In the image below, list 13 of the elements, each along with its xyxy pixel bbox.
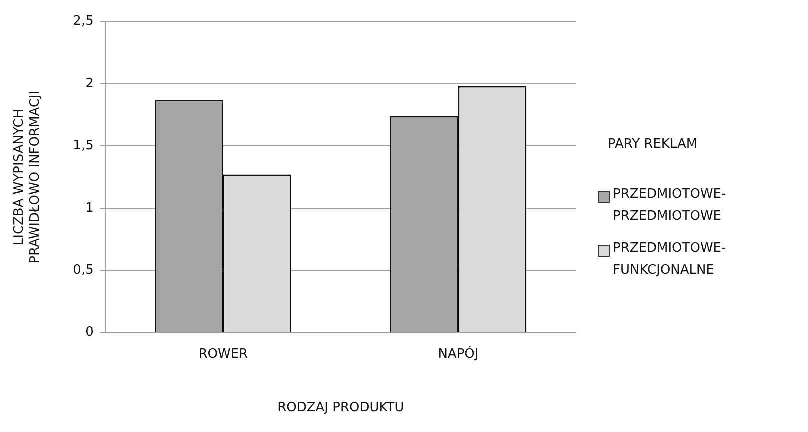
y-tick-label: 2,5 [73, 14, 94, 30]
y-tick-label: 0 [86, 325, 94, 340]
y-tick-label: 1 [86, 200, 94, 216]
x-tick-label: ROWER [198, 346, 248, 362]
legend-title: PARY REKLAM [608, 136, 699, 152]
x-axis-title: RODZAJ PRODUKTU [278, 400, 404, 416]
legend-label: PRZEDMIOTOWE-FUNKCJONALNE [613, 240, 728, 280]
y-tick-label: 2 [86, 76, 94, 92]
y-tick-label: 1,5 [73, 138, 94, 154]
legend-label: PRZEDMIOTOWE-PRZEDMIOTOWE [613, 186, 728, 226]
y-tick-label: 0,5 [73, 262, 94, 278]
x-tick-label: NAPÓJ [438, 344, 479, 362]
y-axis-title: LICZBA WYPISANYCH PRAWIDŁOWO INFORMACJI [12, 90, 43, 264]
